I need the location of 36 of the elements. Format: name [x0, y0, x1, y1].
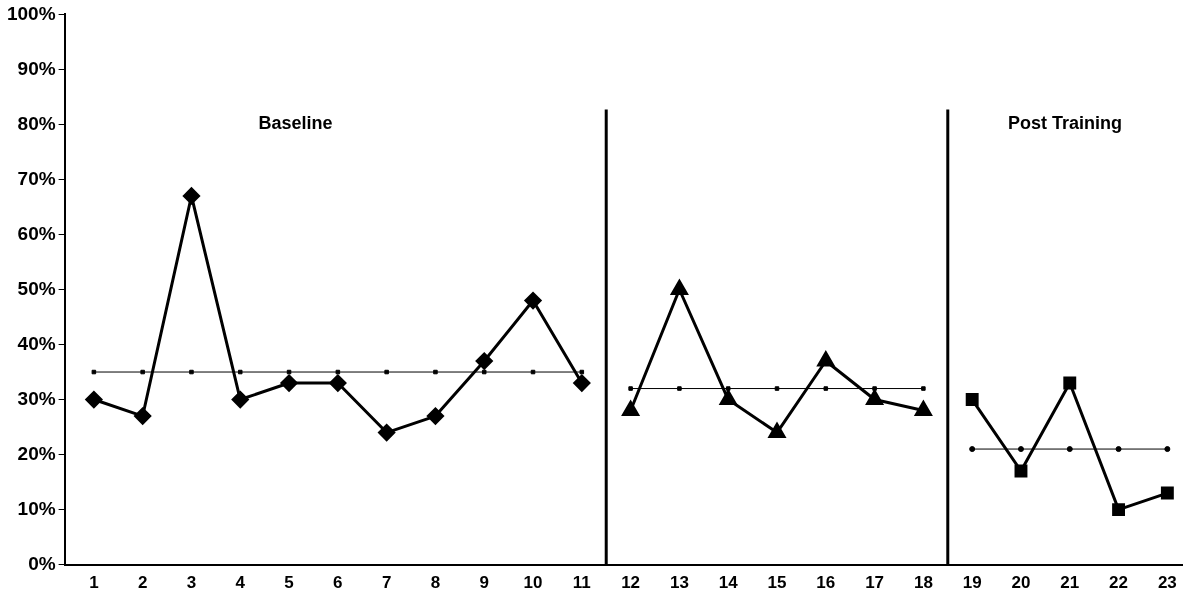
x-tick-label: 7	[381, 573, 392, 593]
x-tick-label: 4	[235, 573, 246, 593]
x-tick-label: 21	[1060, 573, 1080, 593]
y-tick-label: 50%	[17, 277, 56, 299]
y-tick-label: 10%	[17, 497, 56, 519]
x-tick-label: 20	[1011, 573, 1031, 593]
x-tick-label: 6	[333, 573, 343, 593]
x-tick-label: 2	[137, 573, 148, 593]
x-tick-label: 22	[1109, 573, 1129, 593]
x-tick-label: 17	[865, 573, 885, 593]
x-tick-label: 10	[523, 573, 543, 593]
x-tick-label: 14	[718, 573, 739, 593]
x-tick-label: 23	[1157, 573, 1177, 593]
y-tick-label: 70%	[17, 167, 56, 189]
x-tick-label: 5	[284, 573, 294, 593]
x-tick-label: 1	[89, 573, 99, 593]
x-tick-label: 13	[669, 573, 689, 593]
annotation: Post Training	[1007, 113, 1122, 134]
x-tick-label: 18	[913, 573, 933, 593]
y-tick-label: 30%	[17, 387, 56, 409]
x-tick-label: 12	[621, 573, 641, 593]
x-tick-label: 15	[767, 573, 787, 593]
y-tick-label: 0%	[28, 552, 56, 574]
x-tick-label: 8	[430, 573, 441, 593]
y-tick-label: 80%	[17, 112, 56, 134]
y-tick-label: 60%	[17, 222, 56, 244]
x-tick-label: 9	[479, 573, 489, 593]
annotation: Baseline	[258, 113, 333, 134]
y-tick-label: 40%	[17, 332, 56, 354]
y-tick-label: 100%	[6, 2, 56, 24]
x-tick-label: 19	[962, 573, 982, 593]
x-tick-label: 11	[572, 573, 591, 593]
y-tick-label: 20%	[17, 442, 56, 464]
y-tick-label: 90%	[17, 57, 56, 79]
x-tick-label: 3	[186, 573, 197, 593]
x-tick-label: 16	[816, 573, 836, 593]
